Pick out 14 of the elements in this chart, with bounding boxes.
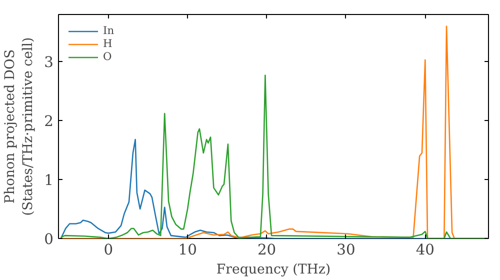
x-tick-label: 0 bbox=[104, 242, 114, 258]
x-axis-title: Frequency (THz) bbox=[216, 262, 331, 278]
x-tick-label: 20 bbox=[257, 242, 276, 258]
legend-label: In bbox=[103, 24, 116, 37]
y-tick-label: 1 bbox=[44, 172, 54, 190]
legend-label: O bbox=[103, 50, 113, 63]
x-tick-label: 10 bbox=[178, 242, 197, 258]
y-tick-label: 3 bbox=[44, 54, 54, 72]
x-tick-label: 30 bbox=[336, 242, 356, 258]
legend-label: H bbox=[103, 37, 114, 50]
y-tick-label: 0 bbox=[44, 231, 54, 248]
y-axis-title: Phonon projected DOS (States/THz·primitive cell) bbox=[3, 37, 36, 216]
y-tick-label: 2 bbox=[44, 113, 54, 130]
x-tick-label: 40 bbox=[416, 242, 434, 258]
